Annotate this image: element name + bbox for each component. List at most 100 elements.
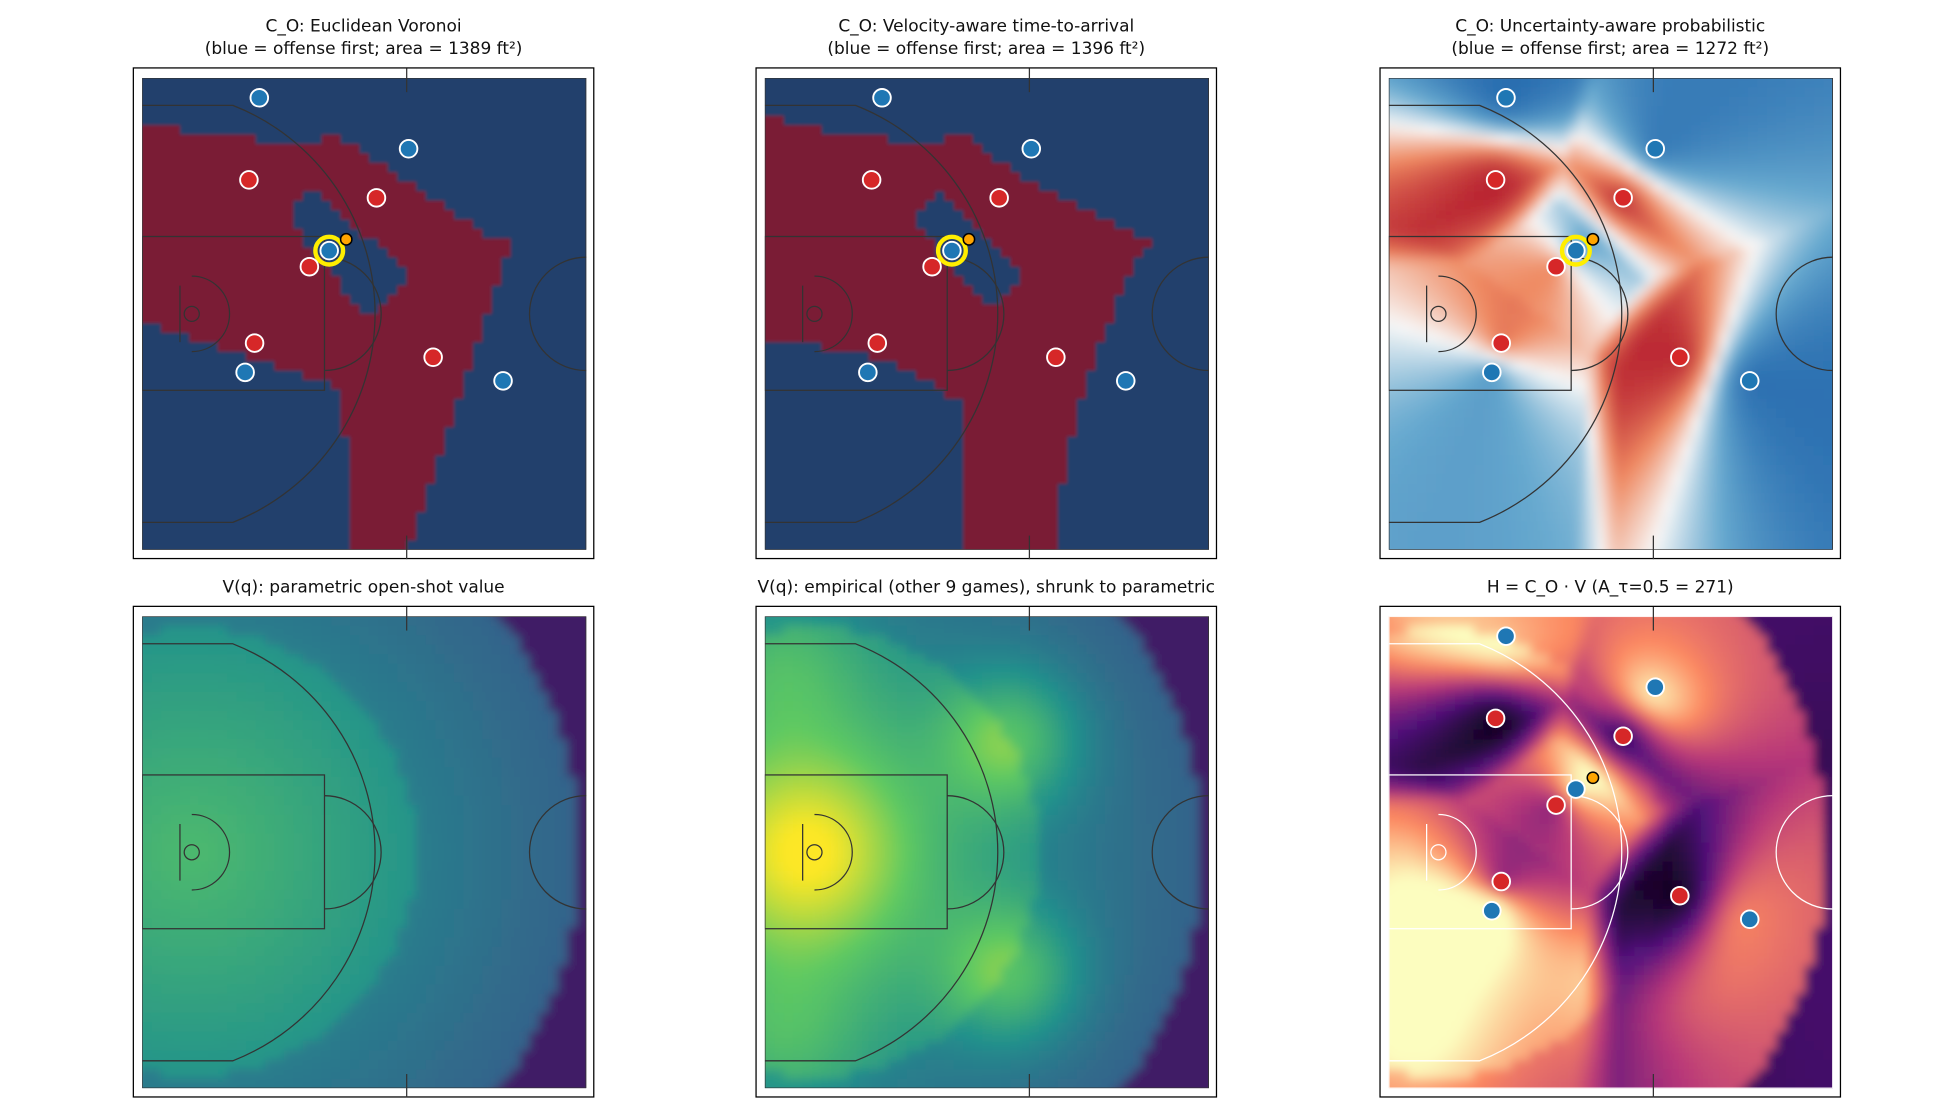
heat-cell — [283, 153, 295, 164]
heat-cell — [510, 115, 521, 126]
heat-cell — [1076, 483, 1087, 494]
heat-cell — [510, 323, 521, 334]
heat-cell — [293, 247, 304, 259]
heat-cell — [897, 257, 908, 268]
heat-cell — [302, 247, 313, 259]
heat-cell — [491, 172, 502, 183]
heat-cell — [302, 455, 313, 466]
heat-cell — [302, 493, 313, 504]
heat-cell — [368, 398, 380, 409]
heat-cell — [472, 134, 484, 145]
heat-cell — [1152, 181, 1163, 192]
heat-cell — [510, 162, 521, 174]
heat-cell — [217, 512, 228, 523]
heat-cell — [934, 540, 946, 550]
heat-cell — [963, 323, 974, 334]
heat-cell — [934, 530, 946, 542]
heat-cell — [161, 172, 172, 183]
heat-cell — [293, 191, 304, 202]
heat-cell — [482, 455, 493, 466]
heat-cell — [416, 181, 427, 192]
heat-cell — [764, 125, 776, 136]
heat-cell — [387, 370, 398, 381]
heat-cell — [557, 134, 569, 145]
heat-cell — [925, 153, 936, 164]
heat-cell — [557, 483, 569, 494]
heat-cell — [821, 191, 832, 202]
heat-cell — [821, 285, 832, 296]
heat-cell — [972, 512, 983, 523]
heat-cell — [783, 304, 794, 315]
heat-cell — [1095, 483, 1106, 494]
heat-cell — [142, 313, 153, 325]
heat-cell — [764, 483, 776, 494]
heat-cell — [1029, 276, 1040, 287]
heat-cell — [397, 342, 408, 353]
heat-cell — [802, 436, 813, 447]
heat-cell — [236, 332, 247, 343]
heat-cell — [1038, 276, 1050, 287]
heat-cell — [453, 474, 465, 485]
heat-cell — [425, 106, 436, 117]
heat-cell — [1067, 493, 1078, 504]
heat-cell — [283, 219, 295, 230]
heat-cell — [170, 417, 181, 428]
heat-cell — [1133, 417, 1144, 428]
heat-cell — [501, 181, 512, 192]
heat-cell — [1161, 276, 1172, 287]
heat-cell — [359, 351, 370, 362]
heat-cell — [264, 313, 276, 325]
heat-cell — [859, 474, 870, 485]
heat-cell — [538, 144, 550, 155]
heat-cell — [849, 295, 861, 306]
heat-cell — [170, 474, 181, 485]
heat-cell — [283, 200, 295, 211]
heat-cell — [425, 134, 436, 145]
heat-cell — [1190, 106, 1201, 117]
heat-cell — [217, 361, 228, 372]
heat-cell — [576, 427, 587, 438]
heat-cell — [1152, 313, 1163, 325]
heat-cell — [1029, 162, 1040, 174]
heat-cell — [170, 153, 181, 164]
heat-cell — [378, 257, 389, 268]
heat-cell — [453, 125, 465, 136]
heat-cell — [925, 181, 936, 192]
heat-cell — [378, 540, 389, 550]
heat-cell — [821, 266, 832, 277]
heat-cell — [1133, 134, 1144, 145]
heat-cell — [1114, 295, 1125, 306]
heat-cell — [274, 228, 285, 240]
heat-cell — [1190, 181, 1201, 192]
heat-cell — [934, 87, 946, 98]
heat-cell — [982, 323, 993, 334]
heat-cell — [906, 77, 917, 89]
heat-cell — [764, 276, 776, 287]
heat-cell — [897, 445, 908, 457]
heat-cell — [1067, 351, 1078, 362]
heat-cell — [1038, 181, 1050, 192]
heat-cell — [1123, 162, 1135, 174]
heat-cell — [425, 77, 436, 89]
heat-cell — [227, 144, 238, 155]
heat-cell — [520, 493, 531, 504]
heat-cell — [1067, 332, 1078, 343]
heat-cell — [982, 530, 993, 542]
heat-cell — [934, 361, 946, 372]
heat-cell — [444, 200, 455, 211]
heat-cell — [1190, 238, 1201, 249]
heat-cell — [510, 228, 521, 240]
heat-cell — [482, 530, 493, 542]
heat-cell — [227, 228, 238, 240]
heat-cell — [548, 247, 559, 259]
heat-cell — [783, 276, 794, 287]
heat-cell — [1161, 257, 1172, 268]
heat-cell — [1086, 266, 1097, 277]
heat-cell — [934, 96, 946, 108]
heat-cell — [830, 530, 842, 542]
heat-cell — [482, 96, 493, 108]
heat-cell — [236, 257, 247, 268]
heat-cell — [1076, 512, 1087, 523]
heat-cell — [953, 361, 965, 372]
heat-cell — [378, 77, 389, 89]
